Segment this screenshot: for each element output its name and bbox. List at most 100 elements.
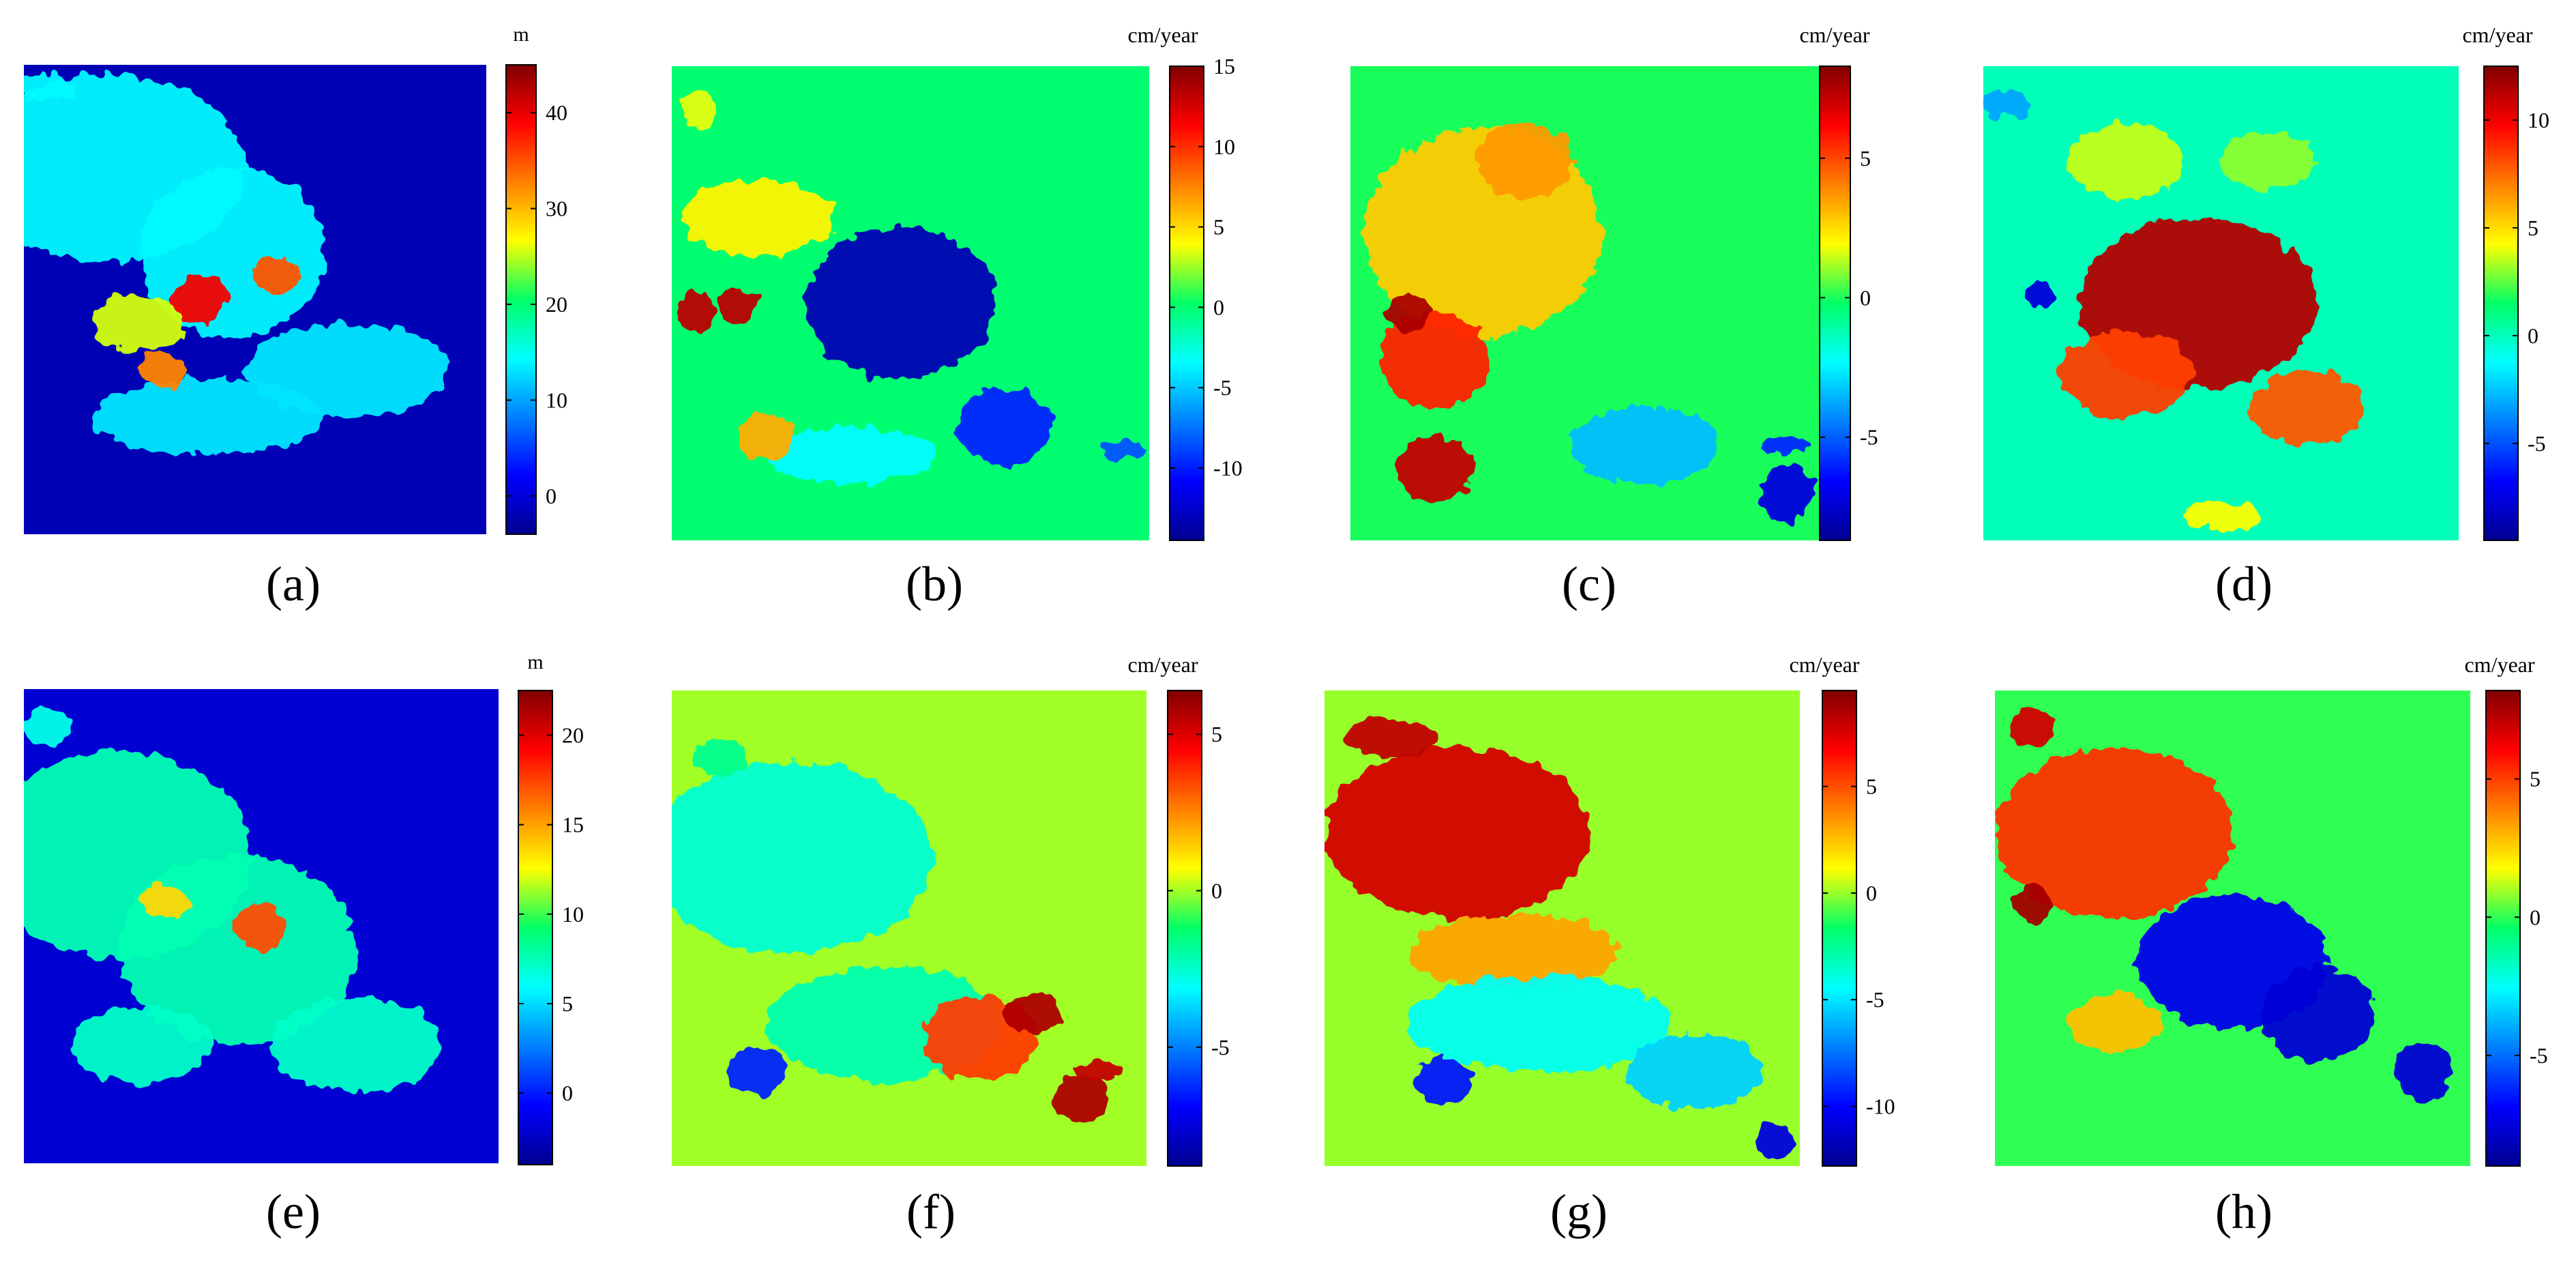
colorbar-tick-label: 5 bbox=[1866, 774, 1877, 799]
panel-label-b: (b) bbox=[906, 557, 963, 611]
heatmap-region-c-7 bbox=[1762, 436, 1811, 455]
panel-a: 0 10 20 30 40 m (a) bbox=[24, 23, 567, 611]
colorbar-unit-f: cm/year bbox=[1127, 652, 1198, 677]
colorbar-tick-label: 5 bbox=[1211, 722, 1222, 746]
colorbar-tick-label: 20 bbox=[546, 292, 567, 317]
heatmap-region-c-4 bbox=[1383, 293, 1432, 332]
colorbar-ticks-g: -10 -5 0 5 bbox=[1822, 774, 1895, 1118]
colorbar-tick-label: 0 bbox=[2528, 323, 2538, 348]
heatmap-region-c-2 bbox=[1378, 312, 1493, 408]
colorbar-tick-label: 0 bbox=[2530, 905, 2541, 929]
heatmap-e bbox=[24, 689, 499, 1163]
heatmap-region-d-1 bbox=[2059, 332, 2193, 418]
colorbar-tick-label: 5 bbox=[1213, 215, 1224, 239]
panel-label-f: (f) bbox=[906, 1184, 956, 1239]
colorbar-tick-label: -5 bbox=[1213, 375, 1232, 400]
colorbar-b: -10 -5 0 5 10 15 bbox=[1169, 54, 1243, 541]
colorbar-tick-label: 10 bbox=[546, 388, 567, 412]
panel-label-c: (c) bbox=[1562, 557, 1616, 611]
panel-label-d: (d) bbox=[2215, 557, 2272, 611]
panel-b: -10 -5 0 5 10 15 cm/year (b) bbox=[672, 23, 1243, 611]
heatmap-region-h-0 bbox=[1995, 747, 2233, 919]
heatmap-region-d-6 bbox=[1983, 89, 2031, 119]
colorbar-tick-label: -5 bbox=[2528, 431, 2546, 456]
heatmap-h bbox=[1995, 690, 2470, 1166]
colorbar-tick-label: 10 bbox=[2528, 108, 2549, 132]
heatmap-region-e-4 bbox=[237, 902, 285, 950]
heatmap-region-e-6 bbox=[24, 708, 72, 746]
panel-label-g: (g) bbox=[1550, 1184, 1608, 1239]
heatmap-region-g-3 bbox=[1405, 976, 1672, 1071]
heatmap-region-a-5 bbox=[93, 295, 186, 351]
heatmap-region-h-4 bbox=[2261, 966, 2375, 1062]
colorbar-unit-h: cm/year bbox=[2464, 652, 2534, 677]
heatmap-g bbox=[1324, 690, 1800, 1166]
heatmap-region-e-5 bbox=[143, 883, 190, 922]
colorbar-tick-label: 5 bbox=[2530, 767, 2541, 791]
heatmap-region-b-4 bbox=[720, 289, 758, 327]
colorbar-tick-label: 10 bbox=[1213, 134, 1235, 159]
colorbar-tick-label: 40 bbox=[546, 100, 567, 125]
heatmap-region-b-2 bbox=[681, 179, 834, 256]
heatmap-region-c-5 bbox=[1568, 407, 1721, 484]
heatmap-d bbox=[1983, 66, 2459, 540]
colorbar-tick-label: -5 bbox=[1866, 987, 1884, 1012]
panel-h: -5 0 5 cm/year (h) bbox=[1995, 652, 2548, 1239]
heatmap-region-h-2 bbox=[2013, 885, 2052, 924]
colorbar-tick-label: 5 bbox=[1860, 146, 1871, 171]
colorbar-ticks-a: 0 10 20 30 40 bbox=[506, 100, 567, 508]
heatmap-region-a-4 bbox=[246, 323, 449, 417]
colorbar-d: -5 0 5 10 bbox=[2483, 65, 2549, 541]
heatmap-region-g-0 bbox=[1324, 747, 1591, 919]
colorbar-tick-label: 10 bbox=[562, 902, 584, 927]
colorbar-tick-label: -5 bbox=[2530, 1043, 2548, 1068]
heatmap-region-d-2 bbox=[2249, 369, 2364, 446]
heatmap-region-b-5 bbox=[767, 426, 939, 484]
colorbar-tick-label: 30 bbox=[546, 196, 567, 221]
colorbar-tick-label: 20 bbox=[562, 723, 584, 748]
heatmap-region-h-5 bbox=[2394, 1042, 2452, 1100]
colorbar-ticks-e: 0 5 10 15 20 bbox=[518, 723, 584, 1105]
panel-g: -10 -5 0 5 cm/year (g) bbox=[1324, 652, 1895, 1239]
colorbar-unit-g: cm/year bbox=[1789, 652, 1859, 677]
heatmap-region-a-7 bbox=[255, 257, 301, 295]
panel-label-e: (e) bbox=[266, 1184, 321, 1239]
heatmap-region-c-6 bbox=[1758, 464, 1816, 522]
heatmap-region-g-6 bbox=[1757, 1123, 1796, 1162]
heatmap-region-e-2 bbox=[71, 1006, 214, 1083]
colorbar-tick-label: -5 bbox=[1860, 425, 1878, 450]
colorbar-tick-label: -10 bbox=[1866, 1094, 1895, 1118]
colorbar-h: -5 0 5 bbox=[2485, 690, 2548, 1167]
colorbar-tick-label: 15 bbox=[1213, 54, 1235, 78]
colorbar-ticks-d: -5 0 5 10 bbox=[2484, 108, 2549, 456]
heatmap-region-d-7 bbox=[2182, 502, 2260, 531]
heatmap-region-b-6 bbox=[739, 412, 796, 460]
panel-label-h: (h) bbox=[2215, 1184, 2272, 1239]
colorbar-unit-a: m bbox=[513, 23, 529, 46]
colorbar-tick-label: -10 bbox=[1213, 456, 1243, 480]
panel-d: -5 0 5 10 cm/year (d) bbox=[1983, 23, 2549, 611]
heatmap-region-d-4 bbox=[2026, 279, 2055, 308]
heatmap-c bbox=[1350, 66, 1824, 540]
panel-f: -5 0 5 cm/year (f) bbox=[672, 652, 1230, 1239]
heatmap-region-b-1 bbox=[958, 388, 1054, 465]
heatmap-b bbox=[672, 66, 1149, 540]
heatmap-region-f-3 bbox=[1004, 995, 1061, 1033]
heatmap-region-e-3 bbox=[270, 997, 442, 1092]
heatmap-region-f-7 bbox=[690, 738, 748, 776]
colorbar-tick-label: 5 bbox=[2528, 216, 2538, 240]
heatmap-region-h-6 bbox=[2066, 995, 2161, 1052]
panel-c: -5 0 5 cm/year (c) bbox=[1350, 23, 1878, 611]
panel-label-a: (a) bbox=[266, 557, 321, 611]
panel-e: 0 5 10 15 20 m (e) bbox=[24, 651, 584, 1239]
colorbar-tick-label: 0 bbox=[546, 484, 557, 508]
colorbar-tick-label: 0 bbox=[1211, 878, 1222, 903]
colorbar-a: 0 10 20 30 40 bbox=[505, 64, 567, 535]
heatmap-region-g-5 bbox=[1415, 1056, 1472, 1105]
heatmap-region-b-7 bbox=[681, 89, 720, 128]
colorbar-unit-d: cm/year bbox=[2462, 23, 2532, 47]
heatmap-region-b-3 bbox=[677, 293, 715, 332]
colorbar-ticks-b: -10 -5 0 5 10 15 bbox=[1170, 54, 1243, 480]
heatmap-region-f-6 bbox=[728, 1047, 786, 1095]
